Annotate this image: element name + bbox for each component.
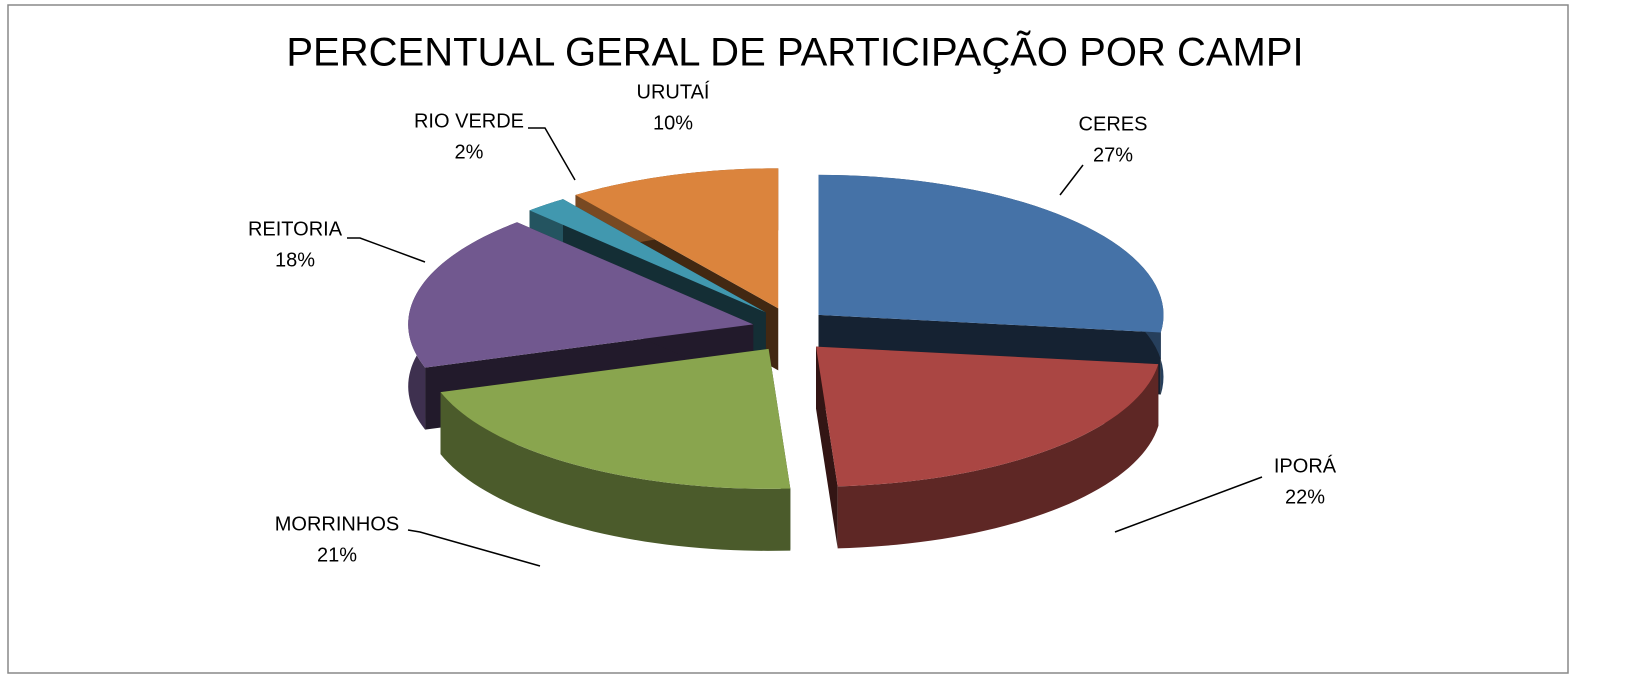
data-label-value: 2% — [455, 141, 484, 163]
leader-line — [528, 127, 576, 181]
leader-line — [407, 529, 541, 567]
data-label-value: 18% — [275, 249, 315, 271]
slice — [440, 348, 791, 551]
slice-top — [440, 348, 791, 489]
slice-top — [816, 346, 1159, 487]
slice-top — [529, 199, 766, 313]
slice-top — [575, 168, 779, 309]
slice-side — [440, 392, 791, 551]
data-label-name: MORRINHOS — [275, 513, 399, 535]
leader-line — [1059, 164, 1084, 196]
leader-line — [347, 237, 426, 263]
chart-frame — [7, 4, 1569, 674]
data-label-value: 22% — [1285, 486, 1325, 508]
data-label-value: 10% — [653, 112, 693, 134]
data-label-name: URUTAÍ — [637, 80, 710, 103]
slice — [816, 346, 1159, 549]
data-label-name: IPORÁ — [1274, 454, 1337, 477]
slice-top — [408, 222, 754, 368]
chart-title: PERCENTUAL GERAL DE PARTICIPAÇÃO POR CAM… — [286, 30, 1303, 75]
data-label-value: 21% — [317, 544, 357, 566]
leader-line — [1114, 476, 1263, 533]
data-label-value: 27% — [1093, 144, 1133, 166]
data-label-name: CERES — [1079, 113, 1148, 135]
slice-wall — [816, 346, 838, 549]
slice-top — [818, 174, 1164, 333]
data-label-name: REITORIA — [248, 218, 343, 240]
slice-side — [837, 364, 1159, 549]
data-label-name: RIO VERDE — [414, 110, 524, 132]
